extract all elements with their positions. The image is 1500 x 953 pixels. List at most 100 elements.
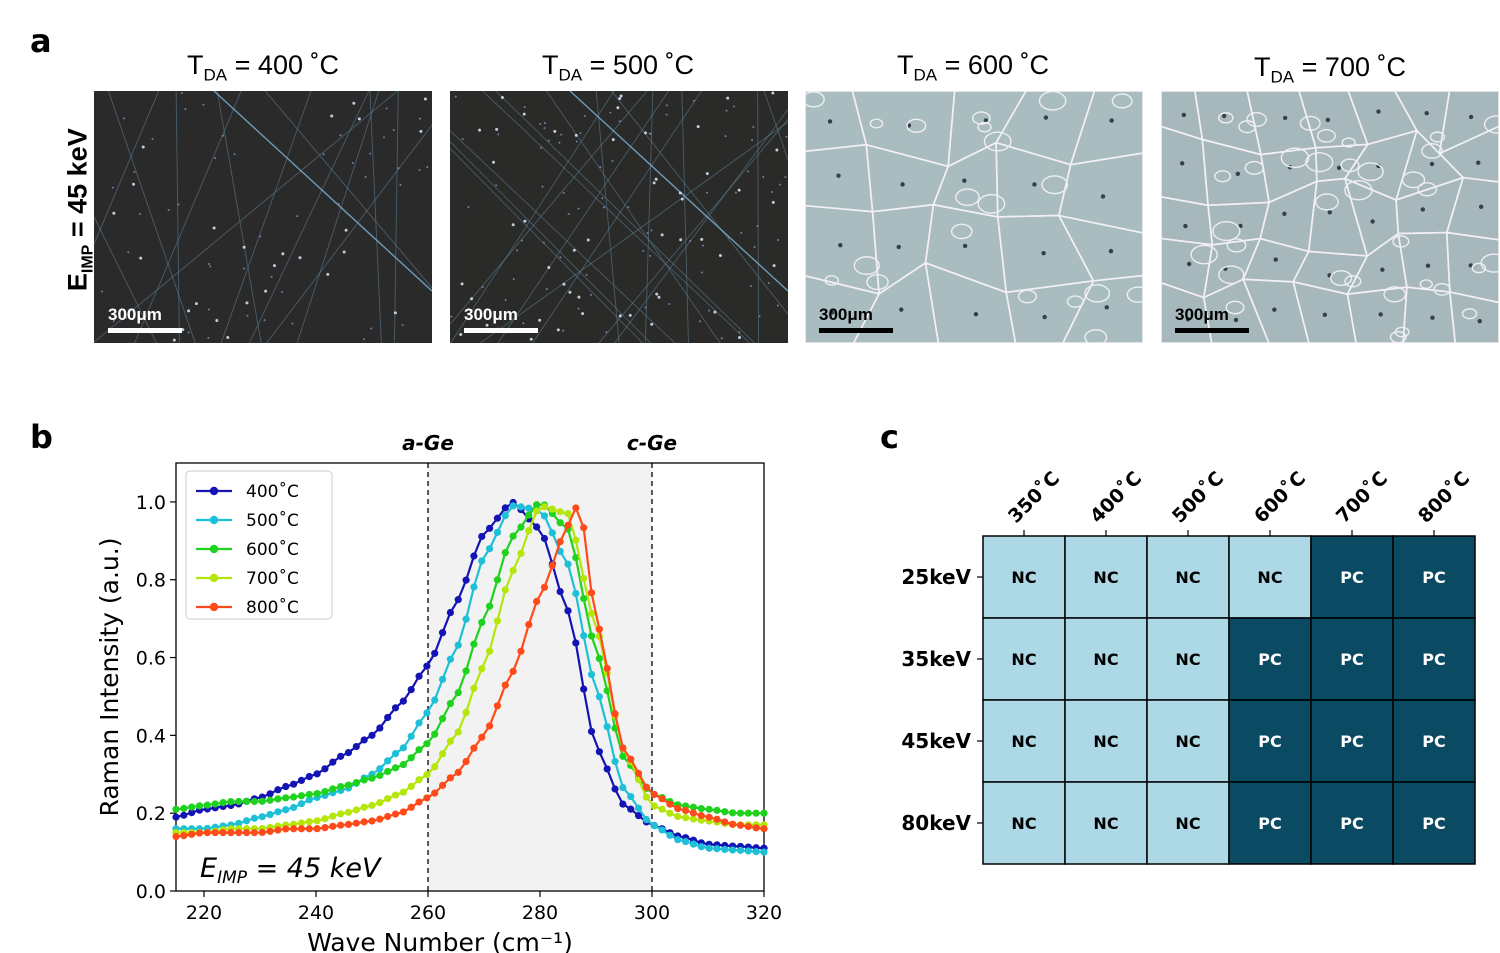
data-point <box>478 532 486 541</box>
speck <box>618 97 622 101</box>
scratch-line <box>94 91 160 246</box>
data-point <box>517 523 525 531</box>
small-grain <box>1226 238 1247 253</box>
grid-cell <box>982 781 1066 865</box>
panel-a-row-label: EIMP = 45 keV <box>62 128 97 292</box>
small-grain <box>1212 221 1241 242</box>
micrograph-400-texture <box>94 91 432 343</box>
speck <box>644 306 647 309</box>
nucleation-site <box>1273 257 1278 262</box>
legend-label: 600˚C <box>246 539 299 560</box>
data-point <box>509 566 517 575</box>
data-point <box>446 737 454 745</box>
speck <box>665 113 668 116</box>
speck <box>574 133 578 137</box>
data-point <box>360 818 368 826</box>
speck <box>467 206 470 209</box>
speck <box>497 133 500 136</box>
grain-boundary <box>1161 281 1213 343</box>
data-point <box>634 804 643 812</box>
data-point <box>580 685 588 693</box>
small-grain <box>1084 284 1111 303</box>
small-grain <box>1316 128 1336 143</box>
speck <box>562 329 565 332</box>
data-point <box>517 549 525 557</box>
speck <box>618 314 622 318</box>
nucleation-site <box>1100 194 1106 199</box>
data-point <box>611 757 619 766</box>
grid-cell <box>1228 617 1312 701</box>
data-point <box>493 514 502 522</box>
speck <box>539 123 542 126</box>
data-point <box>321 824 329 832</box>
data-point <box>360 736 368 744</box>
speck <box>771 91 775 95</box>
data-point <box>282 806 290 814</box>
data-point <box>721 808 729 816</box>
data-point <box>744 847 752 855</box>
speck <box>212 226 216 230</box>
speck <box>523 106 526 109</box>
grain-boundary <box>1292 280 1357 343</box>
data-point <box>290 803 298 812</box>
small-grain <box>972 111 991 125</box>
cell-label: NC <box>1011 732 1036 751</box>
speck <box>753 246 756 249</box>
data-point <box>188 803 196 811</box>
data-point <box>548 561 556 570</box>
y-tick-label: 0.2 <box>136 803 166 825</box>
grid-cell <box>1064 617 1148 701</box>
data-point <box>744 809 752 817</box>
grain-boundary <box>1057 214 1143 282</box>
data-point <box>760 809 768 817</box>
row-label: 80keV <box>901 811 971 835</box>
speck <box>280 291 283 294</box>
speck <box>226 336 230 340</box>
scratch-line <box>681 91 689 343</box>
small-grain <box>1126 286 1143 303</box>
data-point <box>627 792 635 801</box>
cell-label: NC <box>1175 650 1200 669</box>
speck <box>214 157 217 160</box>
cell-label: NC <box>1093 568 1118 587</box>
data-point <box>634 769 643 777</box>
data-point <box>705 844 713 852</box>
data-point <box>760 825 768 833</box>
data-point <box>705 805 713 813</box>
data-point <box>634 812 643 820</box>
speck <box>708 309 711 312</box>
small-grain <box>1392 235 1410 248</box>
data-point <box>666 831 674 839</box>
scratch-line <box>394 91 399 343</box>
data-point <box>548 529 556 537</box>
column-label: 800˚C <box>1413 467 1474 528</box>
speck <box>523 219 527 223</box>
micrograph-400: 300μm <box>94 91 432 343</box>
panel-b-letter: b <box>30 418 53 456</box>
speck <box>478 128 482 132</box>
grain-boundary <box>1057 152 1143 234</box>
data-point <box>556 508 564 516</box>
grain-boundary <box>805 143 874 213</box>
data-point <box>352 819 360 827</box>
nucleation-site <box>1476 160 1481 165</box>
data-point <box>274 826 282 834</box>
nucleation-site <box>1041 250 1046 256</box>
cell-label: PC <box>1258 732 1281 751</box>
cell-label: PC <box>1258 650 1281 669</box>
speck <box>775 148 779 152</box>
data-point <box>587 632 596 640</box>
speck <box>650 229 653 232</box>
speck <box>512 278 515 281</box>
speck <box>560 133 563 136</box>
y-tick-label: 0.0 <box>136 881 166 903</box>
speck <box>771 191 774 194</box>
small-grain <box>866 273 889 291</box>
grain-boundary <box>865 143 950 213</box>
nucleation-site <box>962 243 968 249</box>
speck <box>602 206 605 209</box>
small-grain <box>1299 115 1321 131</box>
y-tick-label: 1.0 <box>136 492 166 514</box>
data-point <box>384 713 392 722</box>
legend-label: 500˚C <box>246 510 299 531</box>
